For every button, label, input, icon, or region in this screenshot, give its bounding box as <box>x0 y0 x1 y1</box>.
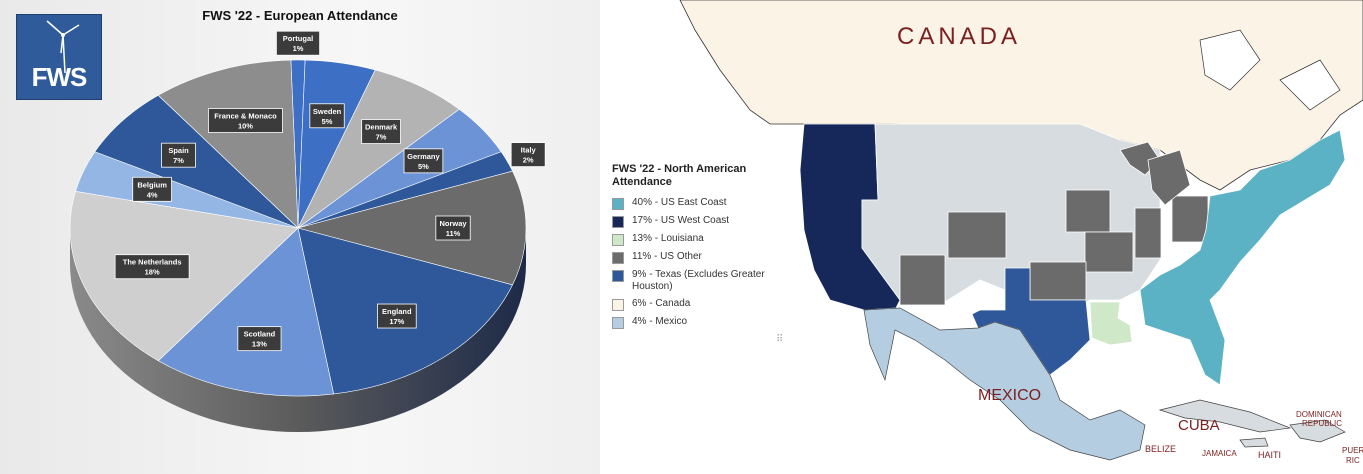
legend-label: 17% - US West Coast <box>632 215 730 226</box>
pie-label-box <box>403 148 444 174</box>
pie-label-box <box>510 142 546 168</box>
map-legend-title: FWS '22 - North American Attendance <box>612 163 747 188</box>
legend-swatch <box>612 317 624 329</box>
puerto-rico-label-line1: PUER <box>1342 446 1363 455</box>
map-legend: FWS '22 - North American Attendance 40% … <box>612 163 802 334</box>
pie-label-box <box>275 30 320 56</box>
pie-label-value: 1% <box>293 44 304 53</box>
louisiana-region <box>1089 301 1133 346</box>
pie-label-value: 13% <box>252 340 267 349</box>
belize-label: BELIZE <box>1145 444 1176 454</box>
pie-label-value: 11% <box>446 229 461 238</box>
pie-label-name: Belgium <box>137 180 167 189</box>
dominican-label-line2: REPUBLIC <box>1302 419 1342 428</box>
pie-label-box <box>361 119 401 144</box>
pie-label-name: France & Monaco <box>214 112 277 121</box>
pie-label-value: 18% <box>145 268 160 277</box>
legend-item: 9% - Texas (Excludes Greater Houston) <box>612 269 802 293</box>
pie-label-name: England <box>382 307 412 316</box>
legend-label: 9% - Texas (Excludes Greater Houston) <box>632 269 765 292</box>
canada-label: CANADA <box>897 23 1021 50</box>
legend-label: 6% - Canada <box>632 298 691 309</box>
pie-label-value: 4% <box>147 190 158 199</box>
legend-label: 11% - US Other <box>632 251 702 262</box>
pie-label-box <box>377 303 417 329</box>
pie-slice-france-monaco <box>157 59 299 229</box>
legend-swatch <box>612 299 624 311</box>
us-east-coast-region <box>1139 129 1346 386</box>
pie-label-value: 7% <box>376 133 387 142</box>
legend-item: 17% - US West Coast <box>612 215 802 228</box>
jamaica-label: JAMAICA <box>1202 449 1237 458</box>
pie-label-value: 7% <box>173 156 184 165</box>
pie-label-value: 5% <box>322 117 333 126</box>
legend-item: 13% - Louisiana <box>612 233 802 246</box>
pie-label-box <box>132 176 172 202</box>
legend-item: 40% - US East Coast <box>612 197 802 210</box>
pie-label-name: Sweden <box>313 107 342 116</box>
pie-label-name: Italy <box>521 146 537 155</box>
pie-chart-title: FWS '22 - European Attendance <box>202 8 398 23</box>
pie-label-name: Norway <box>439 219 467 228</box>
pie-side-extrusion <box>70 228 526 432</box>
logo-text: FWS <box>31 62 88 92</box>
pie-label-box <box>237 326 282 352</box>
pie-label-name: Scotland <box>244 330 276 339</box>
legend-item: 4% - Mexico <box>612 316 802 329</box>
pie-label-box <box>435 215 471 241</box>
pie-label-box <box>114 254 190 280</box>
legend-label: 4% - Mexico <box>632 316 688 327</box>
pie-label-box <box>309 103 345 129</box>
north-america-map: CANADA MEXICO CUBA BELIZE JAMAICA HAITI … <box>600 0 1363 474</box>
cuba-label: CUBA <box>1178 417 1220 434</box>
legend-swatch <box>612 198 624 210</box>
mexico-region <box>863 307 1146 461</box>
pie-label-name: Portugal <box>283 34 313 43</box>
legend-swatch <box>612 252 624 264</box>
wind-turbine-icon <box>46 20 80 74</box>
legend-swatch <box>612 216 624 228</box>
fws-logo: FWS <box>16 14 102 100</box>
pie-label-box <box>208 108 283 133</box>
pie-label-value: 2% <box>523 156 534 165</box>
pie-chart: Portugal1%Sweden5%Denmark7%Germany5%Ital… <box>69 30 546 432</box>
legend-label: 40% - US East Coast <box>632 197 727 208</box>
haiti-label: HAITI <box>1258 450 1281 460</box>
north-america-map-panel: CANADA MEXICO CUBA BELIZE JAMAICA HAITI … <box>600 0 1363 474</box>
legend-label: 13% - Louisiana <box>632 233 704 244</box>
cuba-region <box>1158 399 1292 433</box>
european-chart-panel: Portugal 1% Sweden 5% Denmark 7% Germany 5% Ital… <box>0 0 600 474</box>
puerto-rico-label-line2: RIC <box>1346 456 1360 465</box>
pie-label-value: 10% <box>238 122 253 131</box>
pie-label-value: 5% <box>418 162 429 171</box>
resize-grip-icon[interactable]: ⠿ <box>776 334 784 345</box>
pie-label-name: Spain <box>168 146 189 155</box>
mexico-label: MEXICO <box>978 387 1041 404</box>
legend-item: 11% - US Other <box>612 251 802 264</box>
legend-swatch <box>612 234 624 246</box>
legend-item: 6% - Canada <box>612 298 802 311</box>
pie-label-name: The Netherlands <box>123 258 182 267</box>
pie-label-box <box>161 142 196 168</box>
pie-label-value: 17% <box>389 317 404 326</box>
legend-swatch <box>612 270 624 282</box>
dominican-label-line1: DOMINICAN <box>1296 410 1342 419</box>
pie-slice-norway <box>296 170 527 286</box>
pie-slice-scotland <box>157 227 335 397</box>
pie-label-name: Denmark <box>365 123 398 132</box>
pie-label-name: Germany <box>407 152 440 161</box>
